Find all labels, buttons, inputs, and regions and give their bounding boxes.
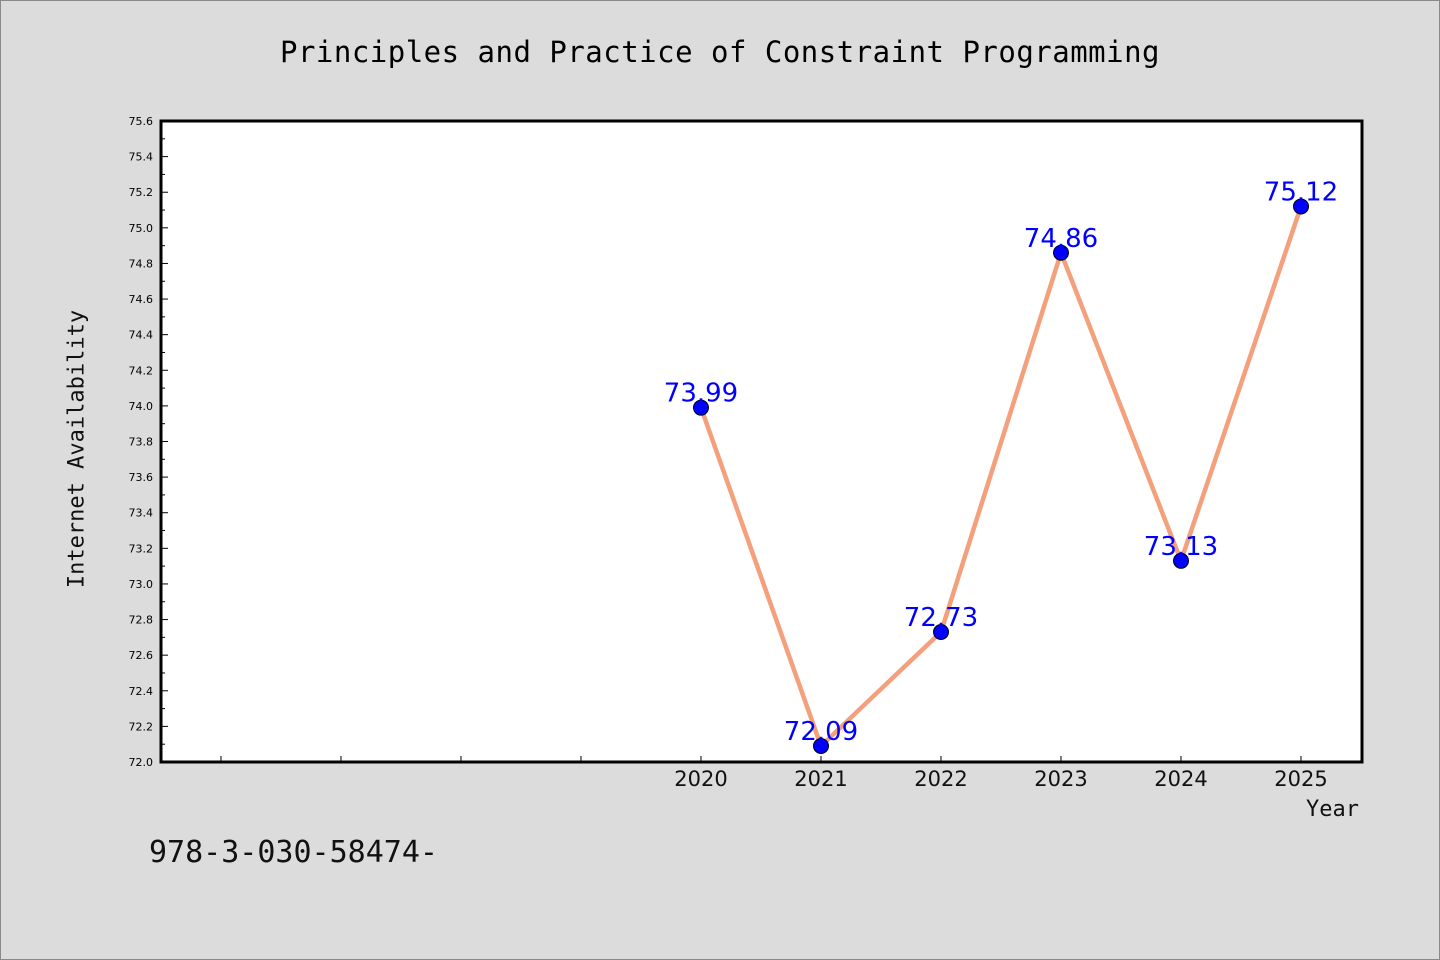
x-tick-label: 2021 [794, 767, 847, 791]
y-tick-label: 73.4 [129, 507, 154, 520]
y-tick-label: 75.2 [129, 186, 154, 199]
y-tick-label: 72.8 [129, 614, 154, 627]
data-label: 75.12 [1264, 177, 1338, 207]
y-tick-label: 74.2 [129, 364, 154, 377]
y-tick-label: 72.2 [129, 720, 154, 733]
y-tick-label: 72.0 [129, 756, 154, 769]
x-axis-label: Year [1306, 797, 1359, 822]
data-label: 73.13 [1144, 532, 1218, 562]
isbn-footnote: 978-3-030-58474- [149, 835, 438, 870]
y-tick-label: 75.0 [129, 222, 154, 235]
y-tick-label: 74.8 [129, 257, 154, 270]
y-tick-label: 73.6 [129, 471, 154, 484]
x-tick-label: 2022 [914, 767, 967, 791]
x-tick-label: 2023 [1034, 767, 1087, 791]
y-tick-label: 72.6 [129, 649, 154, 662]
chart-title: Principles and Practice of Constraint Pr… [279, 35, 1160, 69]
x-tick-label: 2020 [674, 767, 727, 791]
y-tick-label: 75.4 [129, 151, 154, 164]
y-tick-label: 72.4 [129, 685, 154, 698]
data-point [813, 737, 829, 754]
data-point [1173, 552, 1189, 569]
data-point [693, 399, 709, 416]
y-tick-label: 73.0 [129, 578, 154, 591]
data-point [1053, 244, 1069, 261]
y-tick-label: 73.2 [129, 542, 154, 555]
data-label: 72.09 [784, 717, 858, 747]
y-tick-label: 74.6 [129, 293, 154, 306]
y-tick-label: 74.4 [129, 329, 154, 342]
y-tick-label: 74.0 [129, 400, 154, 413]
data-label: 72.73 [904, 603, 978, 633]
data-point [1293, 198, 1309, 215]
x-tick-label: 2025 [1274, 767, 1327, 791]
data-label: 73.99 [664, 379, 738, 409]
data-label: 74.86 [1024, 224, 1098, 254]
plot-area [159, 119, 1364, 764]
x-tick-label: 2024 [1154, 767, 1207, 791]
y-tick-label: 73.8 [129, 436, 154, 449]
data-point [933, 624, 949, 641]
series-line [698, 204, 1304, 749]
y-tick-label: 75.6 [129, 115, 154, 128]
